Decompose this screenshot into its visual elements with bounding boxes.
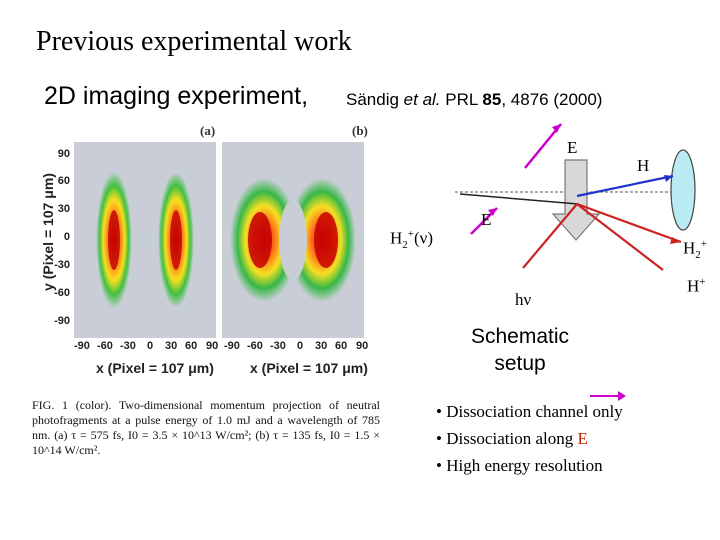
x-tick-b: -60 [247, 340, 263, 352]
label-h: H [637, 156, 650, 175]
y-tick: -90 [54, 315, 70, 327]
laser-beam-arrow [551, 159, 601, 241]
x-tick-a: 60 [185, 340, 198, 352]
citation-etal: et al. [403, 90, 441, 109]
citation-authors: Sändig [346, 90, 404, 109]
h2plus-beam [576, 202, 682, 244]
vector-arrow-icon [590, 391, 626, 401]
momentum-image-b [230, 178, 356, 302]
bullet-item: • Dissociation channel only [436, 402, 623, 421]
x-tick-b: 0 [297, 340, 304, 352]
panel-b-label: (b) [352, 123, 368, 138]
x-tick-b: 60 [335, 340, 348, 352]
x-tick-a: 90 [206, 340, 219, 352]
x-tick-a: -90 [74, 340, 90, 352]
x-tick-a: 30 [165, 340, 178, 352]
schematic-caption: Schematic setup [452, 323, 588, 377]
y-tick: 30 [57, 203, 70, 215]
x-axis-title-b: x (Pixel = 107 μm) [250, 360, 368, 376]
incoming-beam [459, 193, 579, 205]
x-tick-a: -30 [120, 340, 136, 352]
hplus-beam [576, 203, 664, 271]
y-tick: -60 [54, 287, 70, 299]
y-tick: 0 [63, 231, 70, 243]
schematic-caption-line1: Schematic [470, 325, 570, 348]
panel-a-label: (a) [200, 123, 216, 138]
citation-journal: PRL [440, 90, 483, 109]
schematic-caption-line2: setup [494, 352, 546, 375]
y-tick: 60 [57, 175, 70, 187]
schematic-setup: E H E H2+(ν) H2+ H+ hν [385, 118, 715, 318]
photon-beam [522, 203, 578, 269]
label-h2plus: H2+ [683, 238, 707, 262]
y-tick: -30 [54, 259, 70, 271]
image-panel-b [222, 142, 364, 338]
x-tick-b: -30 [270, 340, 286, 352]
figure-caption: FIG. 1 (color). Two-dimensional momentum… [32, 398, 380, 457]
x-tick-b: 90 [356, 340, 369, 352]
detector [670, 149, 696, 231]
imaging-figure: (a) (b) [30, 118, 390, 388]
slide-subtitle: 2D imaging experiment, [44, 82, 309, 110]
slide-title: Previous experimental work [36, 26, 352, 57]
y-tick: 90 [57, 148, 70, 160]
e-field-arrow-top [524, 123, 562, 169]
x-tick-b: -90 [224, 340, 240, 352]
label-hnu: hν [515, 290, 532, 309]
citation-volume: 85 [482, 90, 502, 109]
label-hplus: H+ [687, 276, 706, 296]
x-tick-b: 30 [315, 340, 328, 352]
bullet-item: • High energy resolution [436, 456, 603, 475]
schematic-drawing [455, 123, 696, 271]
bullet-list: • Dissociation channel only • Dissociati… [436, 398, 623, 479]
image-panel-a [74, 142, 216, 338]
citation: Sändig et al. PRL 85, 4876 (2000) [346, 90, 602, 110]
momentum-image-a [96, 172, 194, 308]
label-e-mid: E [481, 210, 492, 229]
x-tick-a: 0 [147, 340, 154, 352]
citation-pages: , 4876 (2000) [501, 90, 603, 109]
h-neutral-beam [576, 174, 674, 198]
bullet-item: • Dissociation along E [436, 429, 588, 448]
label-e-top: E [567, 138, 578, 157]
label-h2plus-nu: H2+(ν) [390, 228, 434, 252]
x-axis-title-a: x (Pixel = 107 μm) [96, 360, 214, 376]
x-tick-a: -60 [97, 340, 113, 352]
